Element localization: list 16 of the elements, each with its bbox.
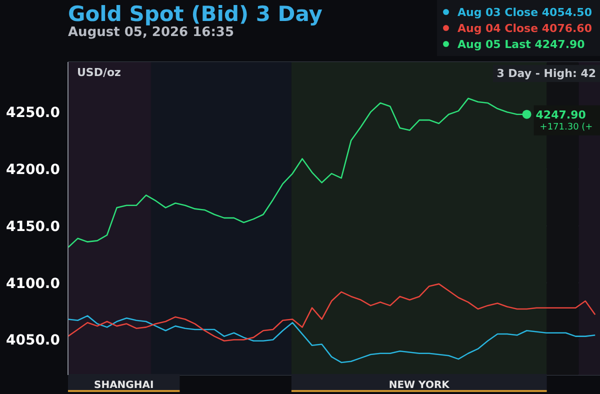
y-axis-title: USD/oz	[77, 66, 121, 79]
y-tick-label: 4050.0	[6, 332, 60, 349]
chart-subtitle: August 05, 2026 16:35	[68, 25, 234, 40]
annotation: +171.30 (+	[540, 122, 593, 132]
y-tick-label: 4250.0	[6, 105, 60, 122]
text: NEW YORK	[388, 380, 451, 391]
y-tick-label: 4100.0	[6, 276, 60, 292]
legend-label: Aug 04 Close 4076.60	[456, 20, 592, 36]
y-tick-label: 4200.0	[6, 162, 60, 178]
legend-label: Aug 05 Last 4247.90	[456, 36, 586, 52]
annotation: 4247.90	[536, 108, 586, 122]
chart-title: Gold Spot (Bid) 3 Day	[68, 2, 322, 26]
y-tick-label: 4150.0	[6, 218, 60, 235]
text: SHANGHAI	[94, 380, 154, 391]
legend-label: Aug 03 Close 4054.50	[456, 4, 592, 20]
annotation: 3 Day - High: 42	[492, 65, 600, 82]
